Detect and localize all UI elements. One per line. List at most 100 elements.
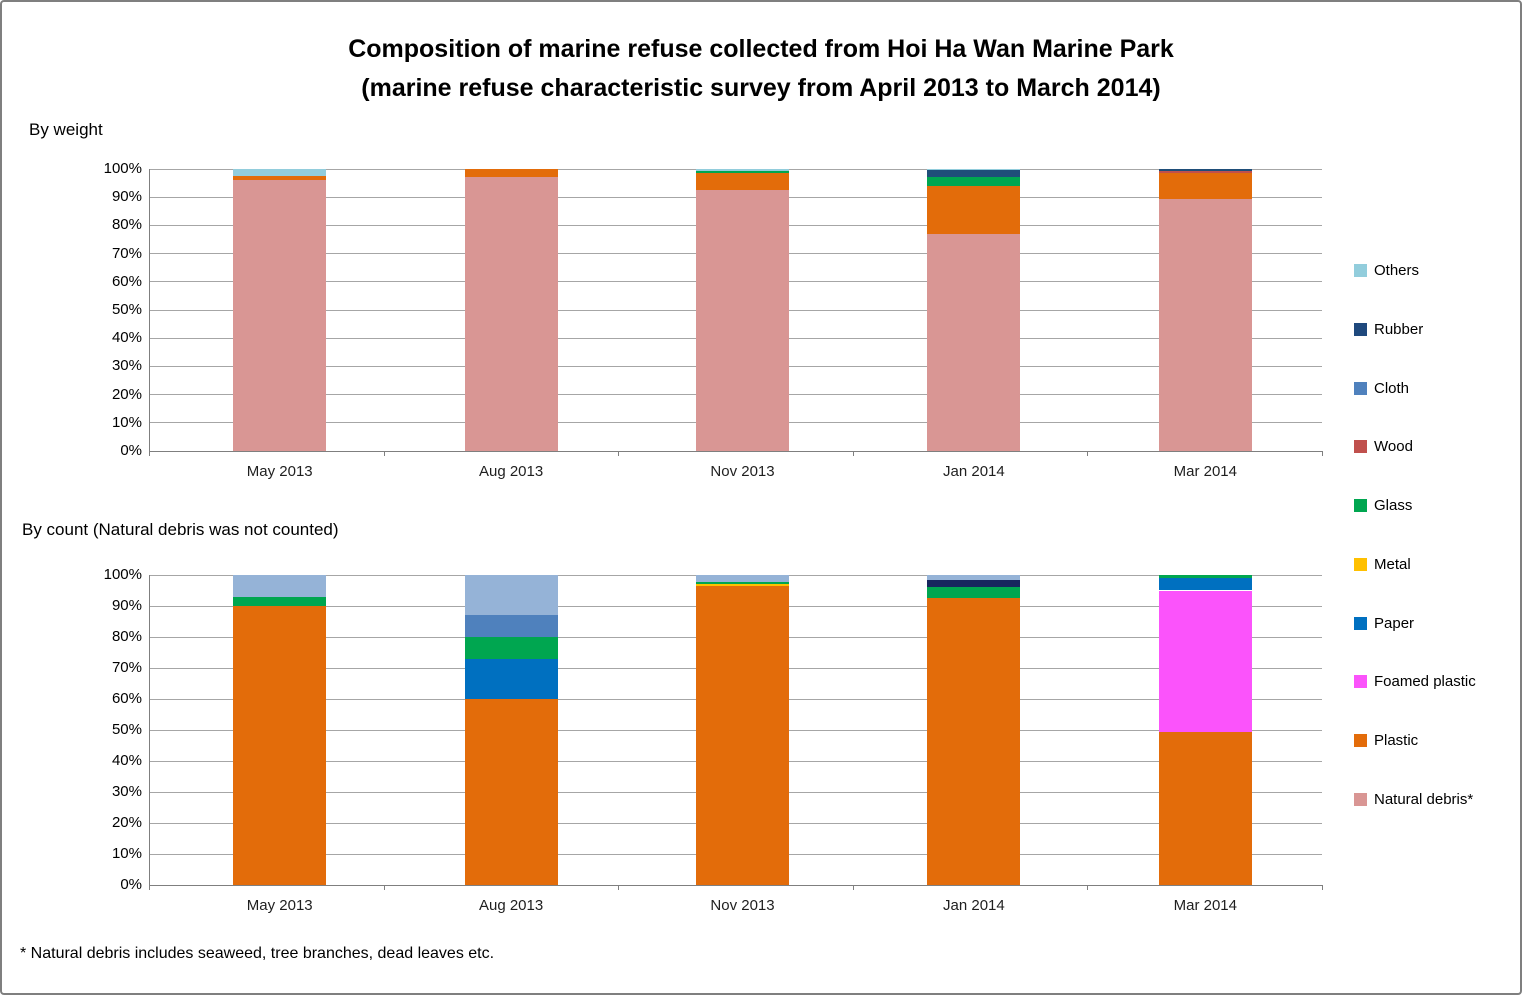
bar-segment-paper [1158, 578, 1252, 591]
x-axis-tick-mark [1087, 885, 1089, 890]
bar-segment-others [696, 575, 789, 582]
bar-segment-natural-debris- [464, 177, 558, 451]
y-axis-label: 80% [111, 628, 142, 645]
bar-segment-cloth [464, 615, 558, 637]
y-axis-label: 20% [111, 385, 142, 403]
bar-segment-plastic [696, 585, 789, 885]
bar-may-2013 [233, 169, 327, 451]
footnote: * Natural debris includes seaweed, tree … [20, 945, 495, 962]
legend-swatch-icon [1354, 616, 1367, 630]
page-title: Composition of marine refuse collected f… [2, 30, 1520, 108]
y-axis-label: 90% [111, 597, 142, 614]
bar-segment-others [233, 169, 327, 177]
x-axis-tick-mark [383, 451, 385, 456]
x-axis-label: Nov 2013 [710, 897, 775, 914]
x-axis-tick-mark [1322, 451, 1323, 456]
legend-swatch-icon [1354, 792, 1367, 806]
y-axis-label: 70% [111, 244, 142, 262]
bar-aug-2013 [464, 575, 558, 885]
y-axis-label: 40% [111, 329, 142, 347]
legend-label: Others [1374, 262, 1420, 279]
legend-item-foamed-plastic: Foamed plastic [1354, 673, 1520, 691]
legend-label: Metal [1374, 555, 1411, 573]
bar-segment-rubber [927, 579, 1021, 588]
x-axis-label: Aug 2013 [478, 463, 544, 480]
x-axis-line [149, 451, 1322, 452]
legend-item-rubber: Rubber [1354, 320, 1520, 338]
legend-label: Paper [1374, 614, 1415, 632]
legend-swatch-icon [1354, 381, 1367, 395]
bar-segment-wood [1158, 171, 1252, 174]
legend-swatch-icon [1354, 440, 1367, 454]
x-axis-tick-mark [383, 885, 385, 890]
bar-segment-glass [927, 177, 1021, 186]
bar-segment-plastic [464, 699, 558, 885]
x-axis-tick-mark [852, 451, 854, 456]
bar-segment-glass [233, 596, 327, 606]
page-title-line2: (marine refuse characteristic survey fro… [361, 74, 1161, 102]
legend-swatch-icon [1354, 734, 1367, 748]
bar-segment-plastic [464, 169, 558, 178]
x-axis-tick-mark [1087, 451, 1089, 456]
bar-segment-rubber [1158, 169, 1252, 172]
bar-jan-2014 [927, 575, 1021, 885]
bar-segment-others [927, 575, 1021, 580]
legend-item-metal: Metal [1354, 555, 1520, 573]
legend-item-wood: Wood [1354, 438, 1520, 456]
legend-label: Cloth [1374, 379, 1410, 397]
bar-segment-glass [1158, 575, 1252, 579]
legend-swatch-icon [1354, 499, 1367, 513]
legend-label: Glass [1374, 497, 1413, 515]
x-axis-tick-mark [1322, 885, 1323, 890]
bar-segment-glass [464, 637, 558, 659]
bar-may-2013 [233, 575, 327, 885]
bar-segment-foamed-plastic [1158, 590, 1252, 732]
bar-segment-metal [696, 584, 789, 586]
legend-label: Foamed plastic [1374, 673, 1476, 691]
bar-mar-2014 [1158, 169, 1252, 451]
y-axis-label: 90% [111, 188, 142, 206]
bar-segment-others [696, 169, 789, 172]
bar-segment-plastic [1158, 173, 1252, 199]
y-axis-label: 100% [103, 566, 142, 583]
legend-item-plastic: Plastic [1354, 732, 1520, 750]
legend-swatch-icon [1354, 264, 1367, 277]
legend-item-glass: Glass [1354, 497, 1520, 515]
y-axis-label: 30% [111, 357, 142, 375]
chart-title-by-count: By count (Natural debris was not counted… [22, 520, 339, 539]
y-axis-label: 50% [111, 301, 142, 318]
x-axis-label: Mar 2014 [1173, 463, 1237, 480]
y-axis-line [149, 169, 150, 451]
bar-segment-glass [927, 587, 1021, 599]
legend-item-cloth: Cloth [1354, 379, 1520, 397]
legend-label: Rubber [1374, 320, 1424, 338]
bar-segment-others [233, 575, 327, 597]
page-title-line1: Composition of marine refuse collected f… [348, 35, 1174, 63]
bar-segment-others [464, 575, 558, 616]
bar-segment-natural-debris- [1158, 198, 1252, 451]
y-axis-label: 100% [103, 160, 142, 177]
legend-label: Natural debris* [1374, 790, 1474, 808]
legend-label: Plastic [1374, 732, 1419, 750]
chart-title-by-weight: By weight [29, 120, 103, 139]
bar-mar-2014 [1158, 575, 1252, 885]
bar-segment-plastic [233, 606, 327, 885]
x-axis-tick-mark [149, 885, 150, 890]
bar-segment-glass [696, 171, 789, 174]
x-axis-label: Nov 2013 [710, 463, 775, 480]
legend-label: Wood [1374, 438, 1413, 456]
x-axis-tick-mark [149, 451, 150, 456]
bar-aug-2013 [464, 169, 558, 451]
legend-swatch-icon [1354, 322, 1367, 336]
y-axis-label: 50% [111, 721, 142, 738]
x-axis-tick-mark [618, 451, 620, 456]
x-axis-tick-mark [852, 885, 854, 890]
y-axis-label: 10% [111, 845, 142, 862]
bar-segment-paper [464, 658, 558, 699]
y-axis-label: 10% [111, 413, 142, 431]
bar-segment-natural-debris- [927, 233, 1021, 451]
x-axis-label: May 2013 [246, 897, 313, 914]
